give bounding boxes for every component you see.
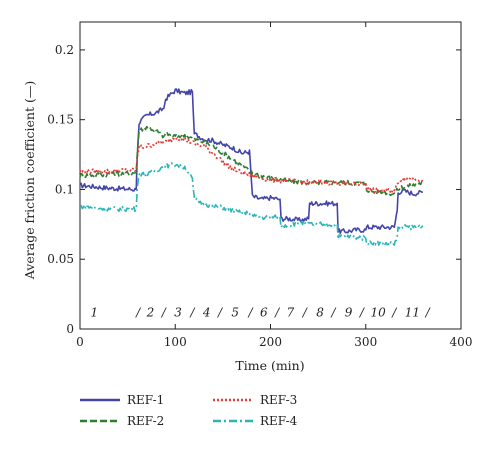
segment-label: 9 xyxy=(345,305,353,319)
y-tick-label: 0.05 xyxy=(47,252,74,266)
segment-label: / xyxy=(217,305,224,319)
segment-label: 4 xyxy=(202,305,211,319)
segment-label: / xyxy=(391,305,398,319)
y-axis-label: Average friction coefficient (—) xyxy=(22,81,37,280)
segment-label: 6 xyxy=(260,305,268,319)
x-tick-label: 0 xyxy=(76,335,84,349)
segment-label: 8 xyxy=(316,305,324,319)
segment-label: / xyxy=(302,305,309,319)
y-tick-label: 0 xyxy=(66,322,74,336)
segment-label: / xyxy=(274,305,281,319)
segment-label: / xyxy=(247,305,254,319)
y-tick-label: 0.1 xyxy=(55,182,74,196)
legend-label-ref-2: REF-2 xyxy=(127,414,164,428)
segment-label: / xyxy=(330,305,337,319)
segment-labels: 1 / 2 / 3 / 4 / 5 / 6 / 7 / 8 / 9 / 10 / 11 / xyxy=(90,305,431,319)
segment-label: 3 xyxy=(174,305,182,319)
segment-label: / xyxy=(425,305,432,319)
x-tick-label: 100 xyxy=(164,335,187,349)
legend-label-ref-3: REF-3 xyxy=(260,393,297,407)
segment-label: / xyxy=(161,305,168,319)
series-layer xyxy=(79,88,424,247)
segment-label: 1 xyxy=(90,305,98,319)
x-tick-label: 300 xyxy=(354,335,377,349)
y-tick-label: 0.2 xyxy=(55,43,74,57)
segment-label: 7 xyxy=(287,305,295,319)
series-line-ref-4 xyxy=(79,162,424,247)
segment-label: 11 xyxy=(405,305,420,319)
series-line-ref-3 xyxy=(79,136,424,194)
x-axis-label: Time (min) xyxy=(235,358,304,373)
series-line-ref-2 xyxy=(79,125,424,197)
legend: REF-1 REF-2 REF-3 REF-4 xyxy=(80,393,298,428)
legend-label-ref-1: REF-1 xyxy=(127,393,164,407)
axis-ticks: 0 100 200 300 400 0 0.05 0.1 0.15 0.2 xyxy=(47,22,472,349)
segment-label: 10 xyxy=(370,305,386,319)
segment-label: 2 xyxy=(146,305,155,319)
x-tick-label: 200 xyxy=(259,335,282,349)
segment-label: 5 xyxy=(231,305,239,319)
x-tick-label: 400 xyxy=(450,335,473,349)
legend-label-ref-4: REF-4 xyxy=(260,414,298,428)
segment-label: / xyxy=(359,305,366,319)
series-line-ref-1 xyxy=(79,88,423,235)
segment-label: / xyxy=(189,305,196,319)
segment-label: / xyxy=(135,305,142,319)
y-tick-label: 0.15 xyxy=(47,113,74,127)
